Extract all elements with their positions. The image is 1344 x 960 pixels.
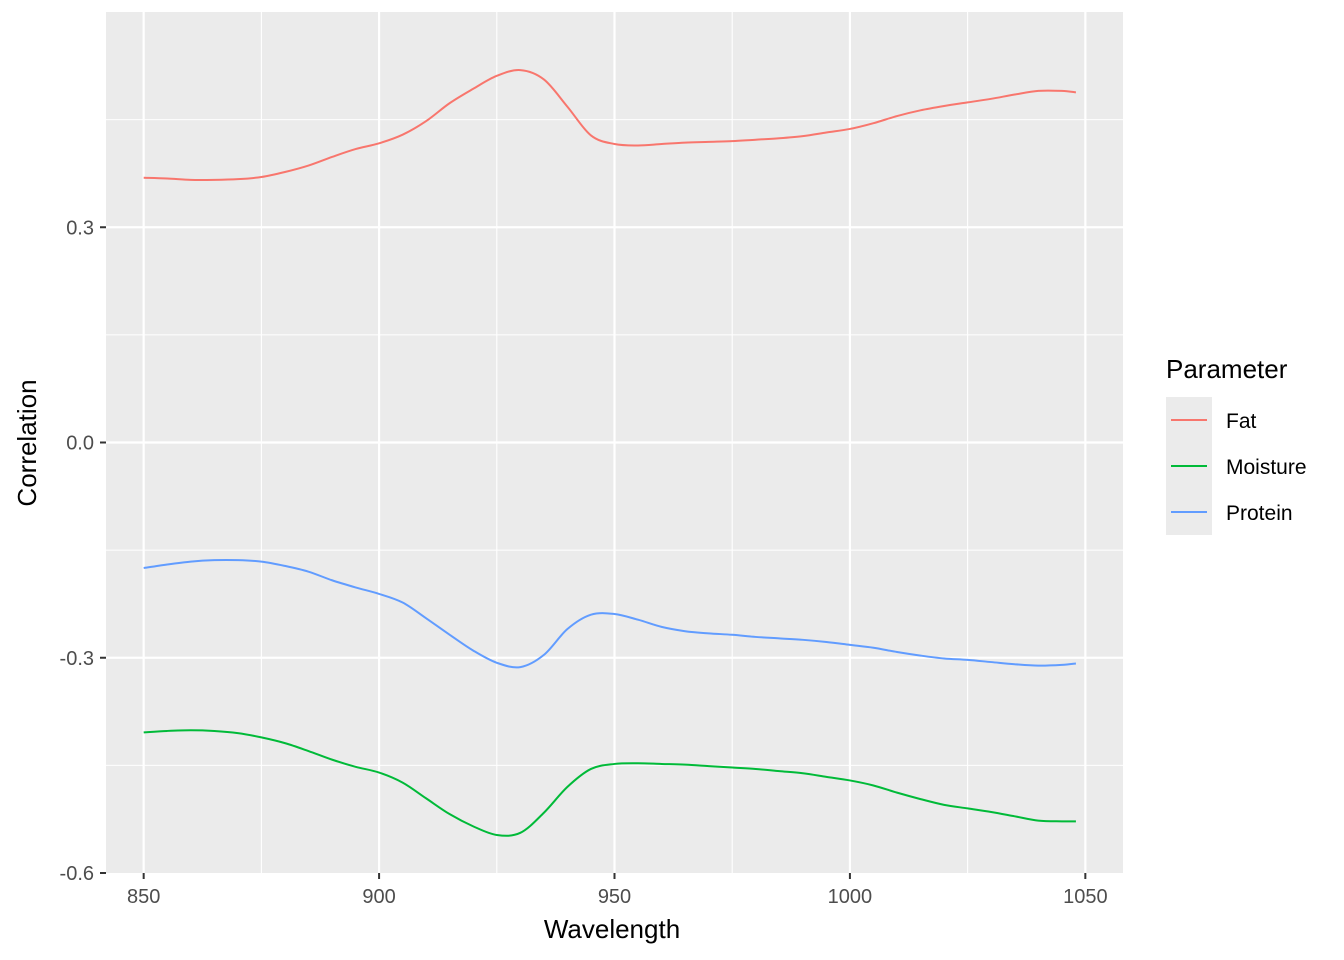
x-axis-title: Wavelength: [544, 914, 680, 944]
x-axis: 850 900 950 1000 1050: [127, 873, 1108, 908]
series-lines: [143, 69, 1077, 837]
legend: Parameter Fat Moisture Protein: [1166, 354, 1307, 535]
y-tick-label: -0.6: [60, 863, 94, 885]
y-tick-label: -0.3: [60, 648, 94, 670]
x-tick-label: 850: [127, 886, 160, 908]
legend-title: Parameter: [1166, 354, 1288, 384]
legend-label-moisture: Moisture: [1226, 456, 1307, 479]
legend-items: Fat Moisture Protein: [1166, 397, 1307, 535]
legend-label-fat: Fat: [1226, 410, 1257, 433]
series-line-moisture: [143, 729, 1076, 837]
series-line-fat: [143, 69, 1077, 182]
legend-label-protein: Protein: [1226, 502, 1293, 525]
x-tick-label: 950: [598, 886, 631, 908]
grid-major: [106, 12, 1123, 873]
y-axis: -0.6 -0.3 0.0 0.3: [60, 217, 106, 885]
y-axis-title: Correlation: [12, 379, 42, 506]
series-line-protein: [143, 558, 1077, 669]
x-tick-label: 900: [362, 886, 395, 908]
y-tick-label: 0.3: [66, 217, 94, 239]
x-tick-label: 1050: [1063, 886, 1108, 908]
y-tick-label: 0.0: [66, 433, 94, 455]
x-tick-label: 1000: [828, 886, 873, 908]
